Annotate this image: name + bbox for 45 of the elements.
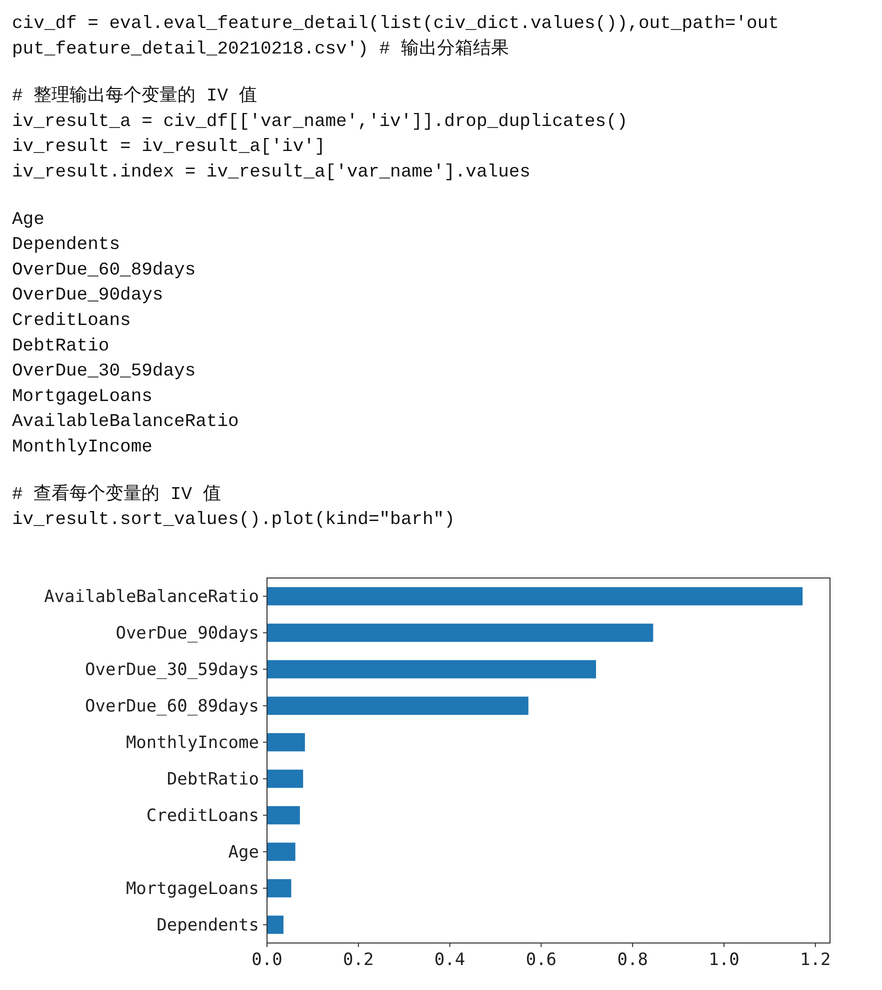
text: DebtRatio [12,336,110,356]
text: # 整理输出每个变量的 IV 值 [12,84,257,107]
text: # 查看每个变量的 IV 值 [12,482,221,505]
text: put_feature_detail_20210218.csv') # 输出分箱结果 [12,38,509,60]
y-tick-label: MortgageLoans [126,879,259,900]
bar [267,696,528,715]
y-tick-label: Dependents [156,916,259,936]
x-tick-label: 1.2 [800,950,831,970]
text: MortgageLoans [12,386,152,407]
y-tick-label: OverDue_30_59days [85,660,259,680]
bar [267,879,292,898]
text: CreditLoans [12,311,131,331]
y-tick-label: OverDue_60_89days [85,696,259,717]
x-tick-label: 0.0 [252,950,282,970]
y-tick-label: Age [228,842,259,863]
bar [267,624,654,642]
text: civ_df = eval.eval_feature_detail(list(civ_dict.values()),out_path='out [12,14,779,34]
y-tick-label: AvailableBalanceRatio [44,587,259,608]
x-tick-label: 0.6 [526,950,557,970]
text: iv_result_a = civ_df[['var_name','iv']].drop_duplicates() [12,112,628,132]
bar [267,806,300,824]
text: OverDue_30_59days [12,362,196,382]
text: Dependents [12,235,120,256]
bar [267,660,596,678]
y-tick-label: CreditLoans [146,806,259,826]
text: OverDue_90days [12,286,164,306]
text: iv_result.index = iv_result_a['var_name'].values [12,162,530,182]
bar [267,587,803,606]
text: iv_result.sort_values().plot(kind="barh") [12,510,455,530]
x-tick-label: 0.2 [343,950,374,970]
bar [267,842,296,861]
x-tick-label: 0.4 [434,950,466,970]
text: MonthlyIncome [12,438,152,458]
y-tick-label: OverDue_90days [116,624,259,644]
x-tick-label: 0.8 [617,950,648,970]
y-tick-label: MonthlyIncome [126,733,259,754]
bar [267,770,304,788]
bar [267,733,305,752]
text: Age [12,210,44,230]
x-tick-label: 1.0 [708,950,740,970]
bar [267,916,284,934]
text: OverDue_60_89days [12,260,196,280]
y-tick-label: DebtRatio [166,770,259,790]
text: iv_result = iv_result_a['iv'] [12,137,326,158]
text: AvailableBalanceRatio [12,412,239,432]
